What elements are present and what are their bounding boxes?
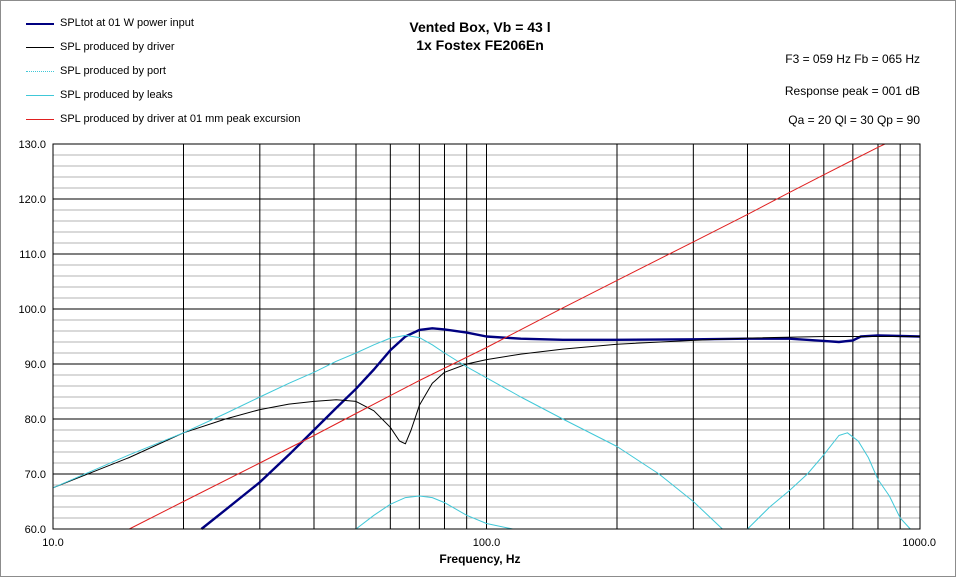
x-tick-label: 100.0	[473, 537, 501, 549]
legend-swatch	[26, 47, 54, 48]
legend-swatch	[26, 71, 54, 72]
legend-label: SPL produced by port	[60, 65, 166, 77]
y-tick-label: 110.0	[19, 249, 46, 261]
info-response-peak: Response peak = 001 dB	[784, 84, 920, 98]
y-tick-label: 70.0	[25, 469, 46, 481]
x-tick-label: 1000.0	[902, 537, 936, 549]
plot-border	[52, 143, 921, 530]
x-tick-label: 10.0	[42, 537, 63, 549]
series-line-6	[129, 143, 886, 530]
legend-label: SPLtot at 01 W power input	[60, 17, 194, 29]
y-tick-label: 130.0	[18, 139, 46, 151]
y-tick-label: 80.0	[25, 414, 46, 426]
series-line-5	[747, 432, 911, 530]
chart-subtitle: 1x Fostex FE206En	[416, 37, 544, 53]
series-line-2	[52, 336, 920, 489]
legend-label: SPL produced by driver	[60, 41, 175, 53]
chart-title: Vented Box, Vb = 43 l	[409, 19, 551, 35]
legend-swatch	[26, 119, 54, 120]
info-f3-fb: F3 = 059 Hz Fb = 065 Hz	[785, 52, 920, 66]
series-line-1	[200, 327, 921, 530]
y-tick-label: 120.0	[18, 194, 46, 206]
legend-swatch	[26, 23, 54, 25]
legend-swatch	[26, 95, 54, 96]
legend-label: SPL produced by leaks	[60, 89, 173, 101]
x-axis-label: Frequency, Hz	[439, 552, 521, 566]
series-line-3	[52, 334, 723, 530]
y-tick-label: 100.0	[18, 304, 46, 316]
info-q-values: Qa = 20 Ql = 30 Qp = 90	[788, 113, 920, 127]
y-tick-label: 60.0	[25, 524, 46, 536]
series-line-4	[355, 495, 513, 530]
y-tick-label: 90.0	[25, 359, 46, 371]
legend-label: SPL produced by driver at 01 mm peak exc…	[60, 113, 301, 125]
